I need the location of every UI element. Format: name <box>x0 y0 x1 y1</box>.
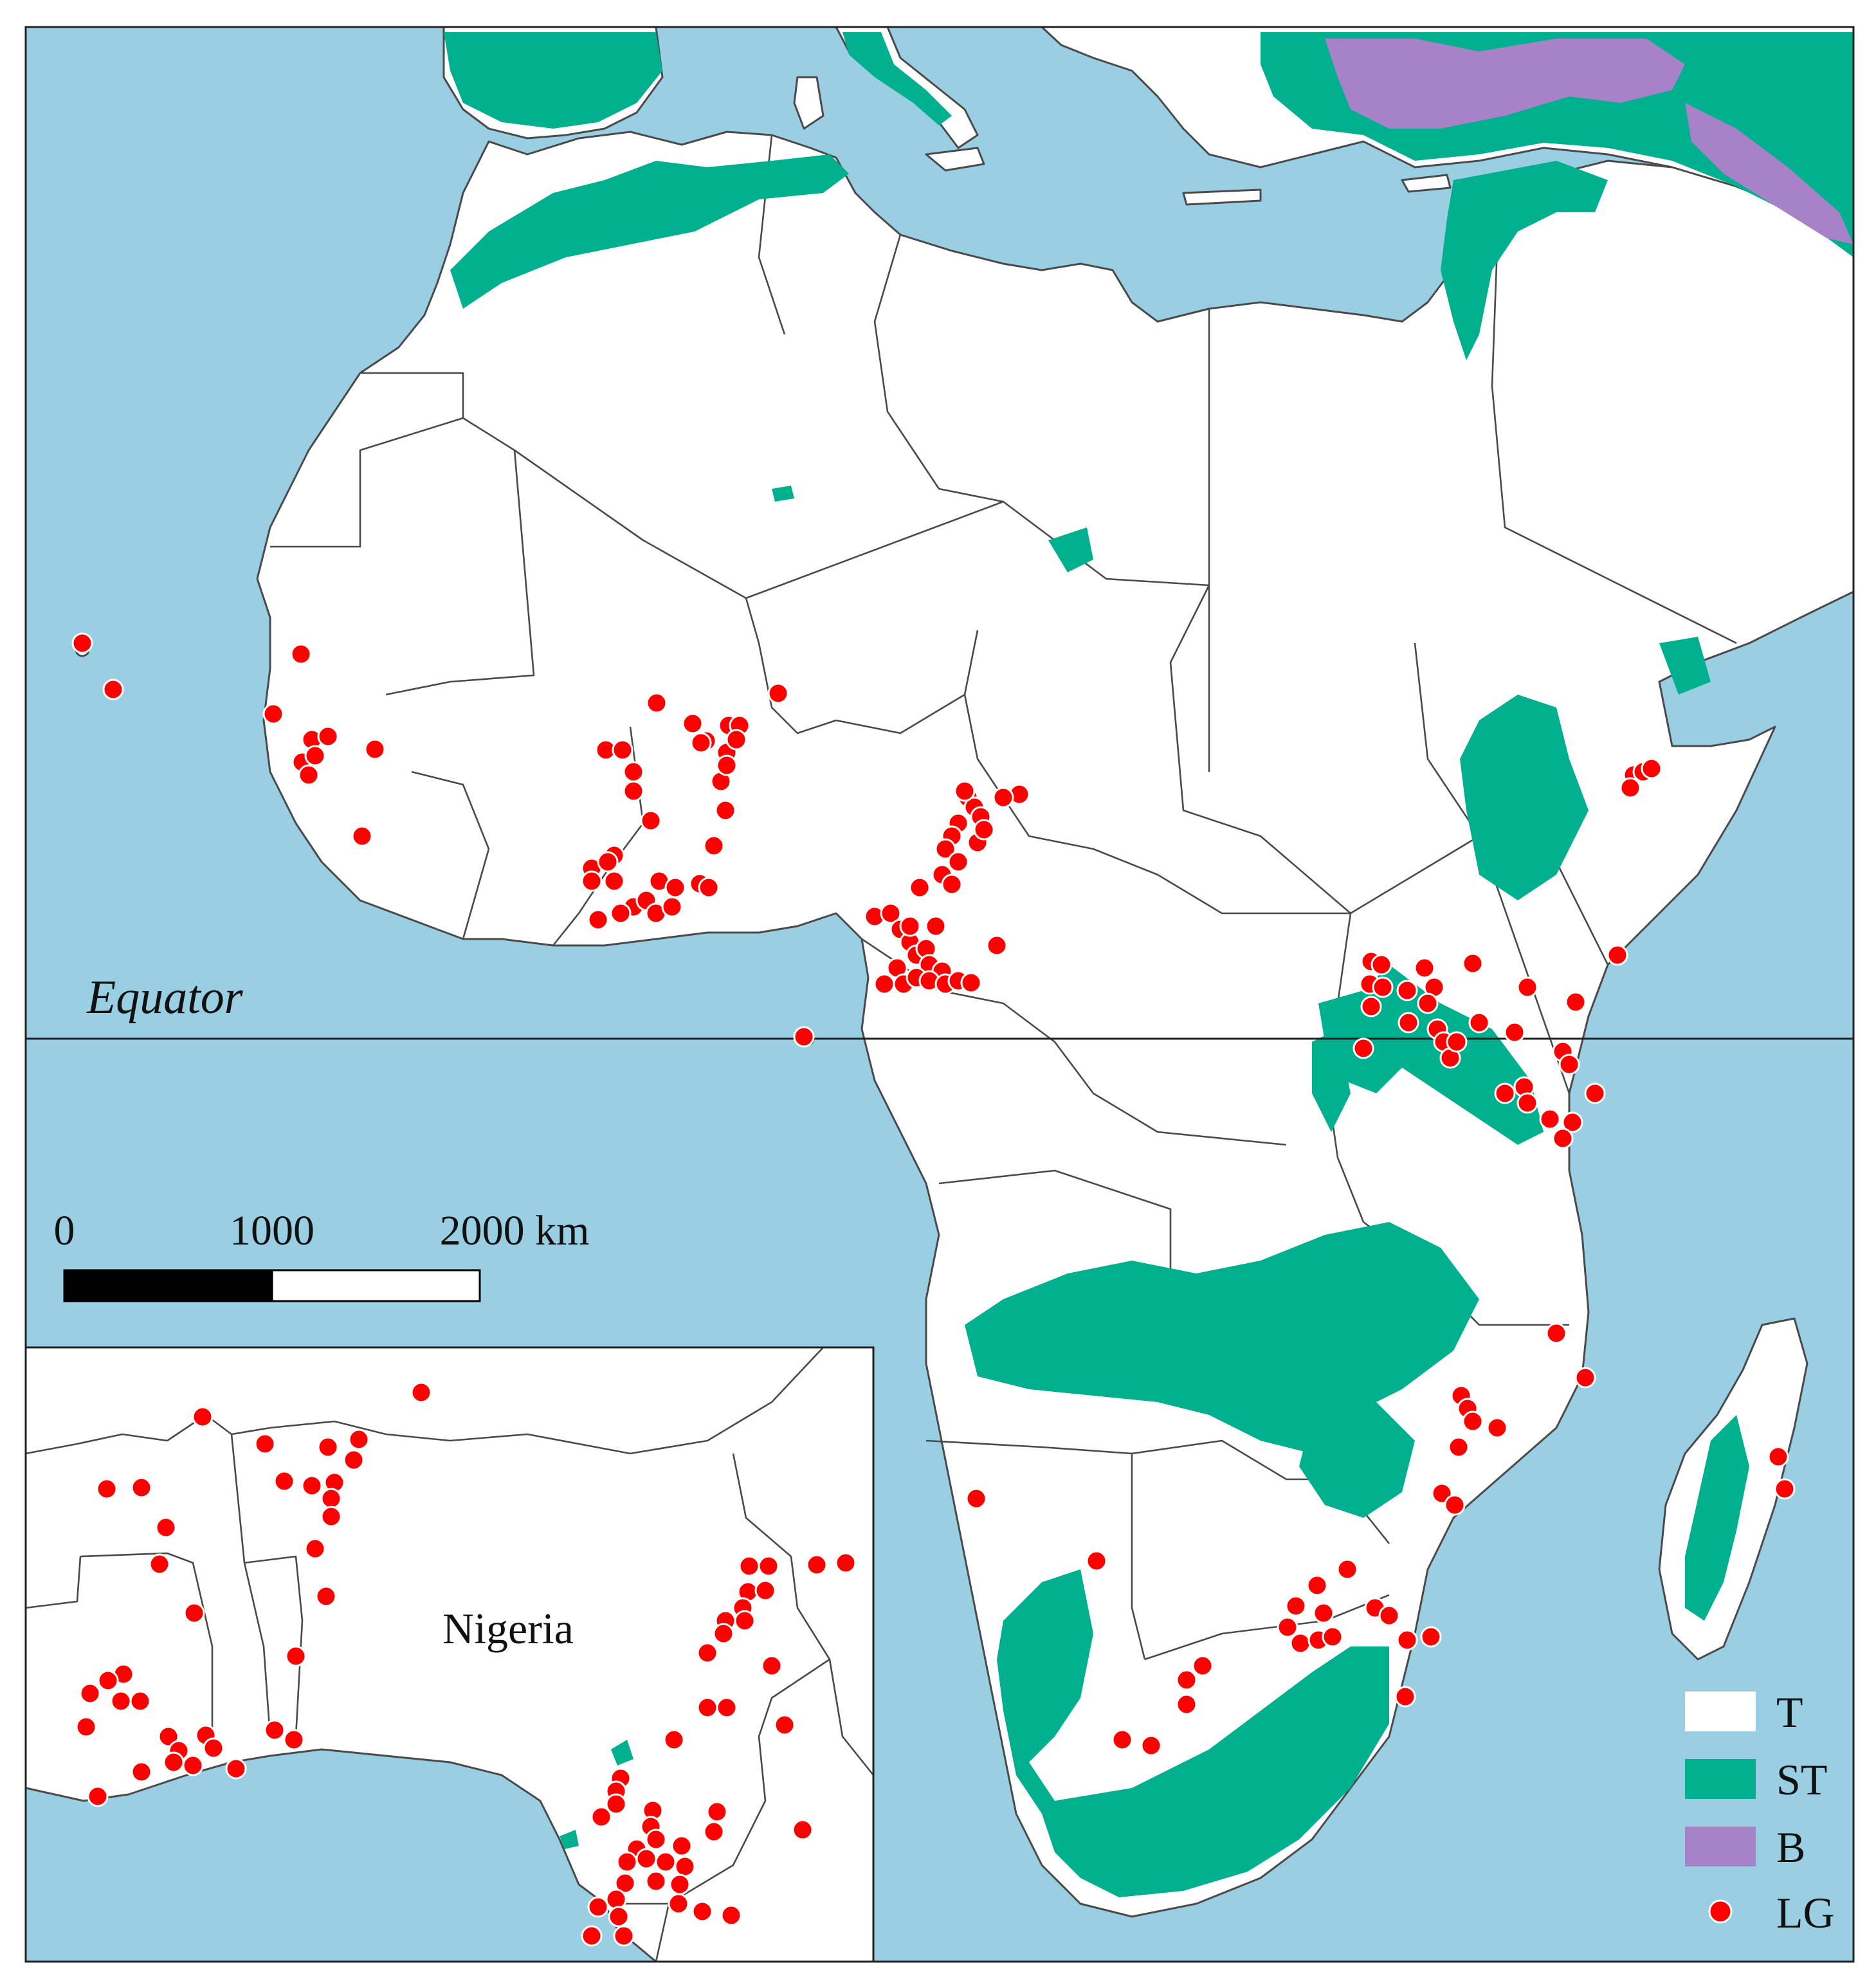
lg-sites-inset <box>75 1382 857 1947</box>
legend-label-st: ST <box>1776 1755 1827 1804</box>
legend-symbol-lg <box>1708 1899 1733 1924</box>
legend: T ST B LG <box>1685 1688 1835 1937</box>
inset-country-label: Nigeria <box>442 1604 574 1653</box>
legend-swatch-b <box>1685 1827 1756 1866</box>
inset-map: Nigeria <box>24 1346 875 1963</box>
scale-bar: 0 1000 2000 km <box>54 1207 590 1302</box>
land-crete <box>1182 188 1262 206</box>
legend-swatch-st <box>1685 1759 1756 1799</box>
lg-sites-main <box>71 632 1796 1756</box>
scale-tick-2000: 2000 km <box>440 1207 590 1254</box>
legend-label-b: B <box>1776 1823 1805 1872</box>
land-africa <box>256 131 1855 1918</box>
land-sicily <box>925 147 985 172</box>
legend-label-t: T <box>1776 1688 1803 1737</box>
scale-tick-0: 0 <box>54 1207 75 1254</box>
boreal-zones <box>1325 39 1853 244</box>
legend-swatch-t <box>1685 1692 1756 1731</box>
map-frame <box>24 26 1855 1963</box>
equator-label: Equator <box>86 971 244 1024</box>
scale-tick-1000: 1000 <box>230 1207 314 1254</box>
land-cyprus <box>1401 174 1452 193</box>
land-sardinia <box>793 76 824 130</box>
legend-label-lg: LG <box>1776 1888 1835 1937</box>
